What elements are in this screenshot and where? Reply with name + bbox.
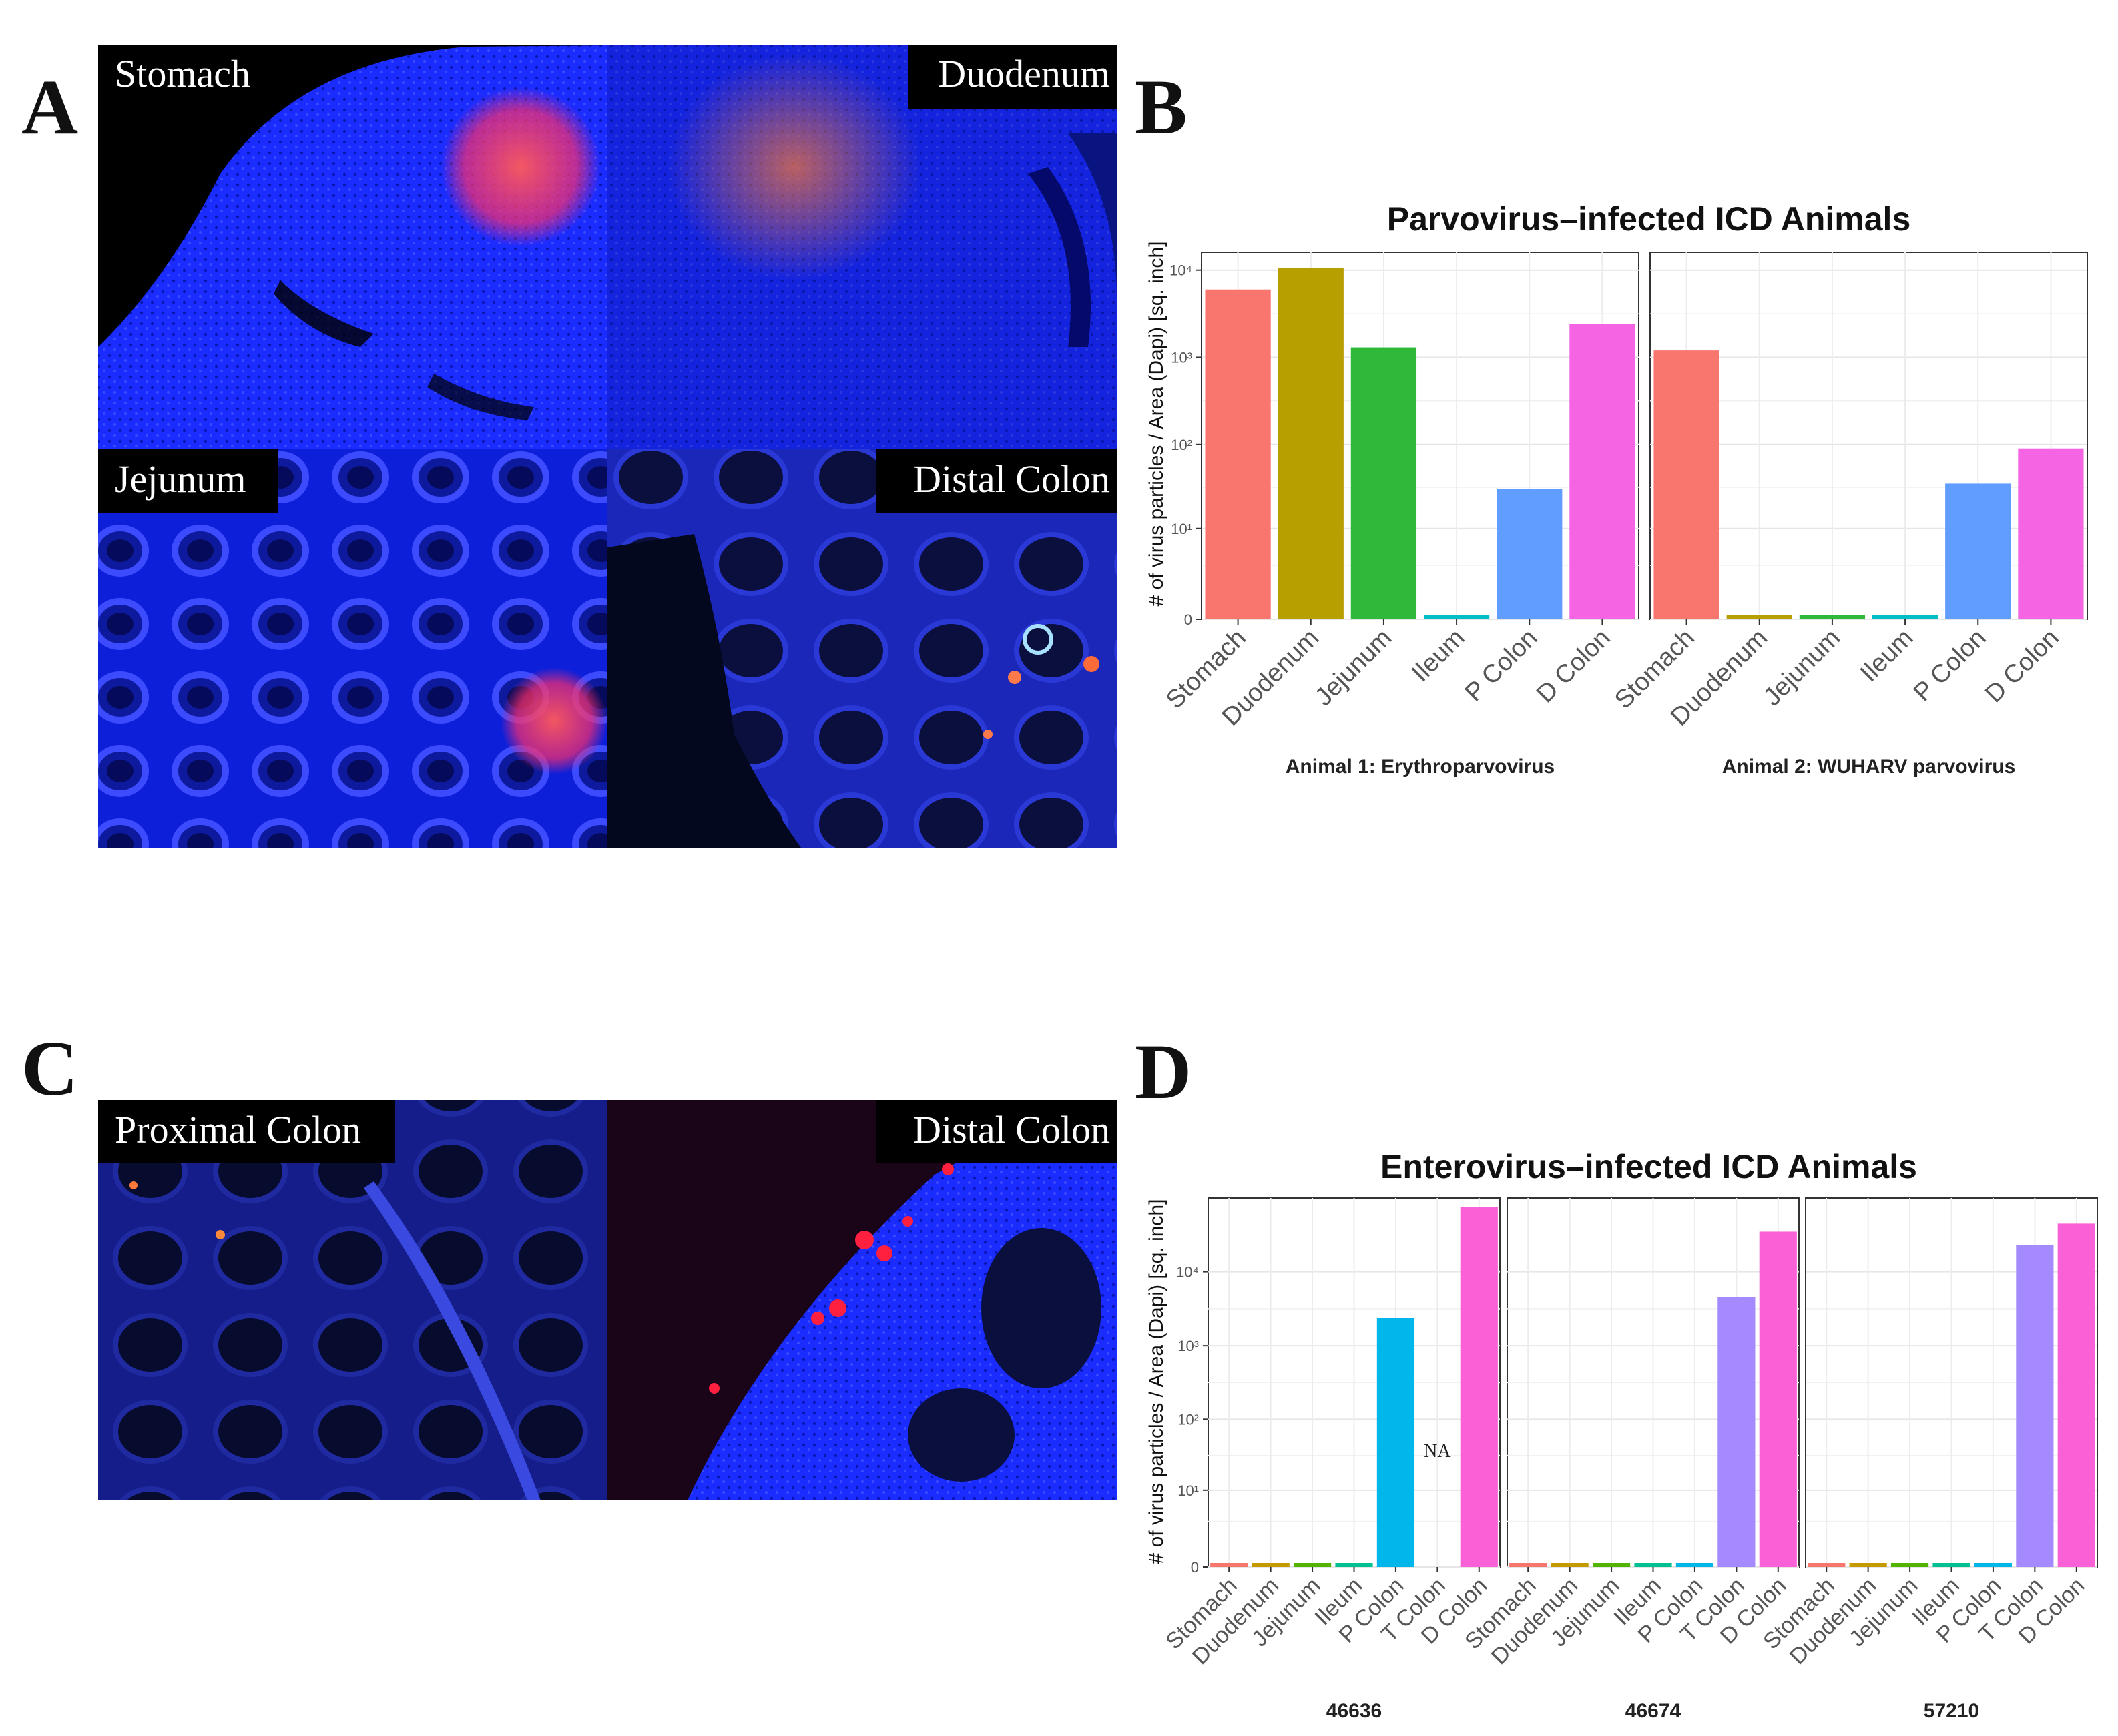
y-tick-label: 10² xyxy=(1177,1411,1199,1428)
bar xyxy=(1210,1563,1248,1567)
bar xyxy=(1634,1563,1672,1567)
x-tick-label: P Colon xyxy=(1908,624,1992,707)
bar xyxy=(1423,615,1490,619)
bar xyxy=(1350,347,1417,619)
bar xyxy=(1808,1563,1846,1567)
panel-letter-d: D xyxy=(1135,1028,1192,1115)
panel-c-image-grid: Proximal Colon Distal Colon xyxy=(98,1100,1117,1500)
micrograph-duodenum xyxy=(607,45,1117,449)
bar xyxy=(1872,615,1938,619)
bar xyxy=(1653,350,1719,619)
x-tick-label: Ileum xyxy=(1855,624,1918,687)
panel-letter-a: A xyxy=(21,63,78,151)
y-tick-label: 10³ xyxy=(1177,1338,1199,1354)
facet-strip-label: 46636 xyxy=(1326,1700,1382,1722)
chart-b-ylabel: # of virus particles / Area (Dapi) [sq. … xyxy=(1145,242,1167,607)
bar xyxy=(1945,483,2011,619)
bar xyxy=(1759,1231,1797,1567)
bar xyxy=(1278,268,1344,620)
y-tick-label: 10¹ xyxy=(1171,521,1192,537)
bar xyxy=(1460,1207,1498,1567)
panel-letter-c: C xyxy=(21,1025,78,1112)
bar xyxy=(2057,1223,2095,1567)
y-tick-label: 10² xyxy=(1171,437,1192,453)
facet-strip-label: 46674 xyxy=(1625,1700,1681,1722)
panel-a-image-grid: Stomach Duodenum Jejunum Distal Colon xyxy=(98,45,1117,848)
x-tick-label: Jejunum xyxy=(1310,624,1397,711)
na-label: NA xyxy=(1424,1441,1451,1462)
x-tick-label: D Colon xyxy=(1980,624,2065,709)
bar xyxy=(1592,1563,1631,1567)
micrograph-distal-colon-c xyxy=(607,1100,1117,1500)
tile-label-proximal-colon: Proximal Colon xyxy=(115,1108,361,1151)
x-tick-label: Ileum xyxy=(1406,624,1470,687)
bar xyxy=(1497,489,1563,619)
tile-label-stomach: Stomach xyxy=(115,52,250,95)
y-tick-label: 0 xyxy=(1191,1559,1199,1576)
chart-d-ylabel: # of virus particles / Area (Dapi) [sq. … xyxy=(1145,1199,1167,1564)
x-tick-label: P Colon xyxy=(1460,624,1543,707)
x-tick-label: D Colon xyxy=(1531,624,1616,709)
chart-b-title: Parvovirus–infected ICD Animals xyxy=(1387,200,1911,238)
tile-label-distal-colon-a: Distal Colon xyxy=(913,457,1110,501)
micrograph-stomach xyxy=(98,45,607,449)
y-tick-label: 10¹ xyxy=(1177,1482,1199,1499)
y-tick-label: 10³ xyxy=(1171,349,1192,366)
micrograph-distal-colon-a xyxy=(607,449,1117,848)
facet-strip-label: Animal 2: WUHARV parvovirus xyxy=(1722,756,2016,778)
micrograph-proximal-colon xyxy=(98,1100,607,1500)
bar xyxy=(1717,1297,1756,1567)
bar xyxy=(1675,1563,1714,1567)
facet-strip-label: 57210 xyxy=(1924,1700,1979,1722)
bar xyxy=(1849,1563,1887,1567)
y-tick-label: 0 xyxy=(1184,611,1192,628)
bar xyxy=(2018,448,2084,619)
bar xyxy=(1726,615,1792,619)
bar xyxy=(1974,1563,2013,1567)
tile-label-distal-colon-c: Distal Colon xyxy=(913,1108,1110,1151)
tile-label-jejunum: Jejunum xyxy=(115,457,246,501)
y-tick-label: 10⁴ xyxy=(1169,262,1192,279)
bar xyxy=(1293,1563,1332,1567)
bar xyxy=(1376,1318,1415,1567)
bar xyxy=(2016,1245,2054,1567)
y-tick-label: 10⁴ xyxy=(1176,1264,1199,1281)
x-tick-label: Jejunum xyxy=(1758,624,1846,711)
bar xyxy=(1509,1563,1547,1567)
micrograph-jejunum xyxy=(98,449,607,848)
facet-strip-label: Animal 1: Erythroparvovirus xyxy=(1286,756,1555,778)
bar xyxy=(1799,615,1866,619)
chart-d-title: Enterovirus–infected ICD Animals xyxy=(1380,1148,1917,1185)
bar xyxy=(1551,1563,1589,1567)
panel-letter-b: B xyxy=(1135,63,1187,151)
bar xyxy=(1252,1563,1290,1567)
tile-label-duodenum: Duodenum xyxy=(938,52,1110,95)
bar xyxy=(1569,324,1635,619)
bar xyxy=(1932,1563,1970,1567)
bar xyxy=(1205,289,1271,619)
bar xyxy=(1335,1563,1373,1567)
bar xyxy=(1890,1563,1929,1567)
